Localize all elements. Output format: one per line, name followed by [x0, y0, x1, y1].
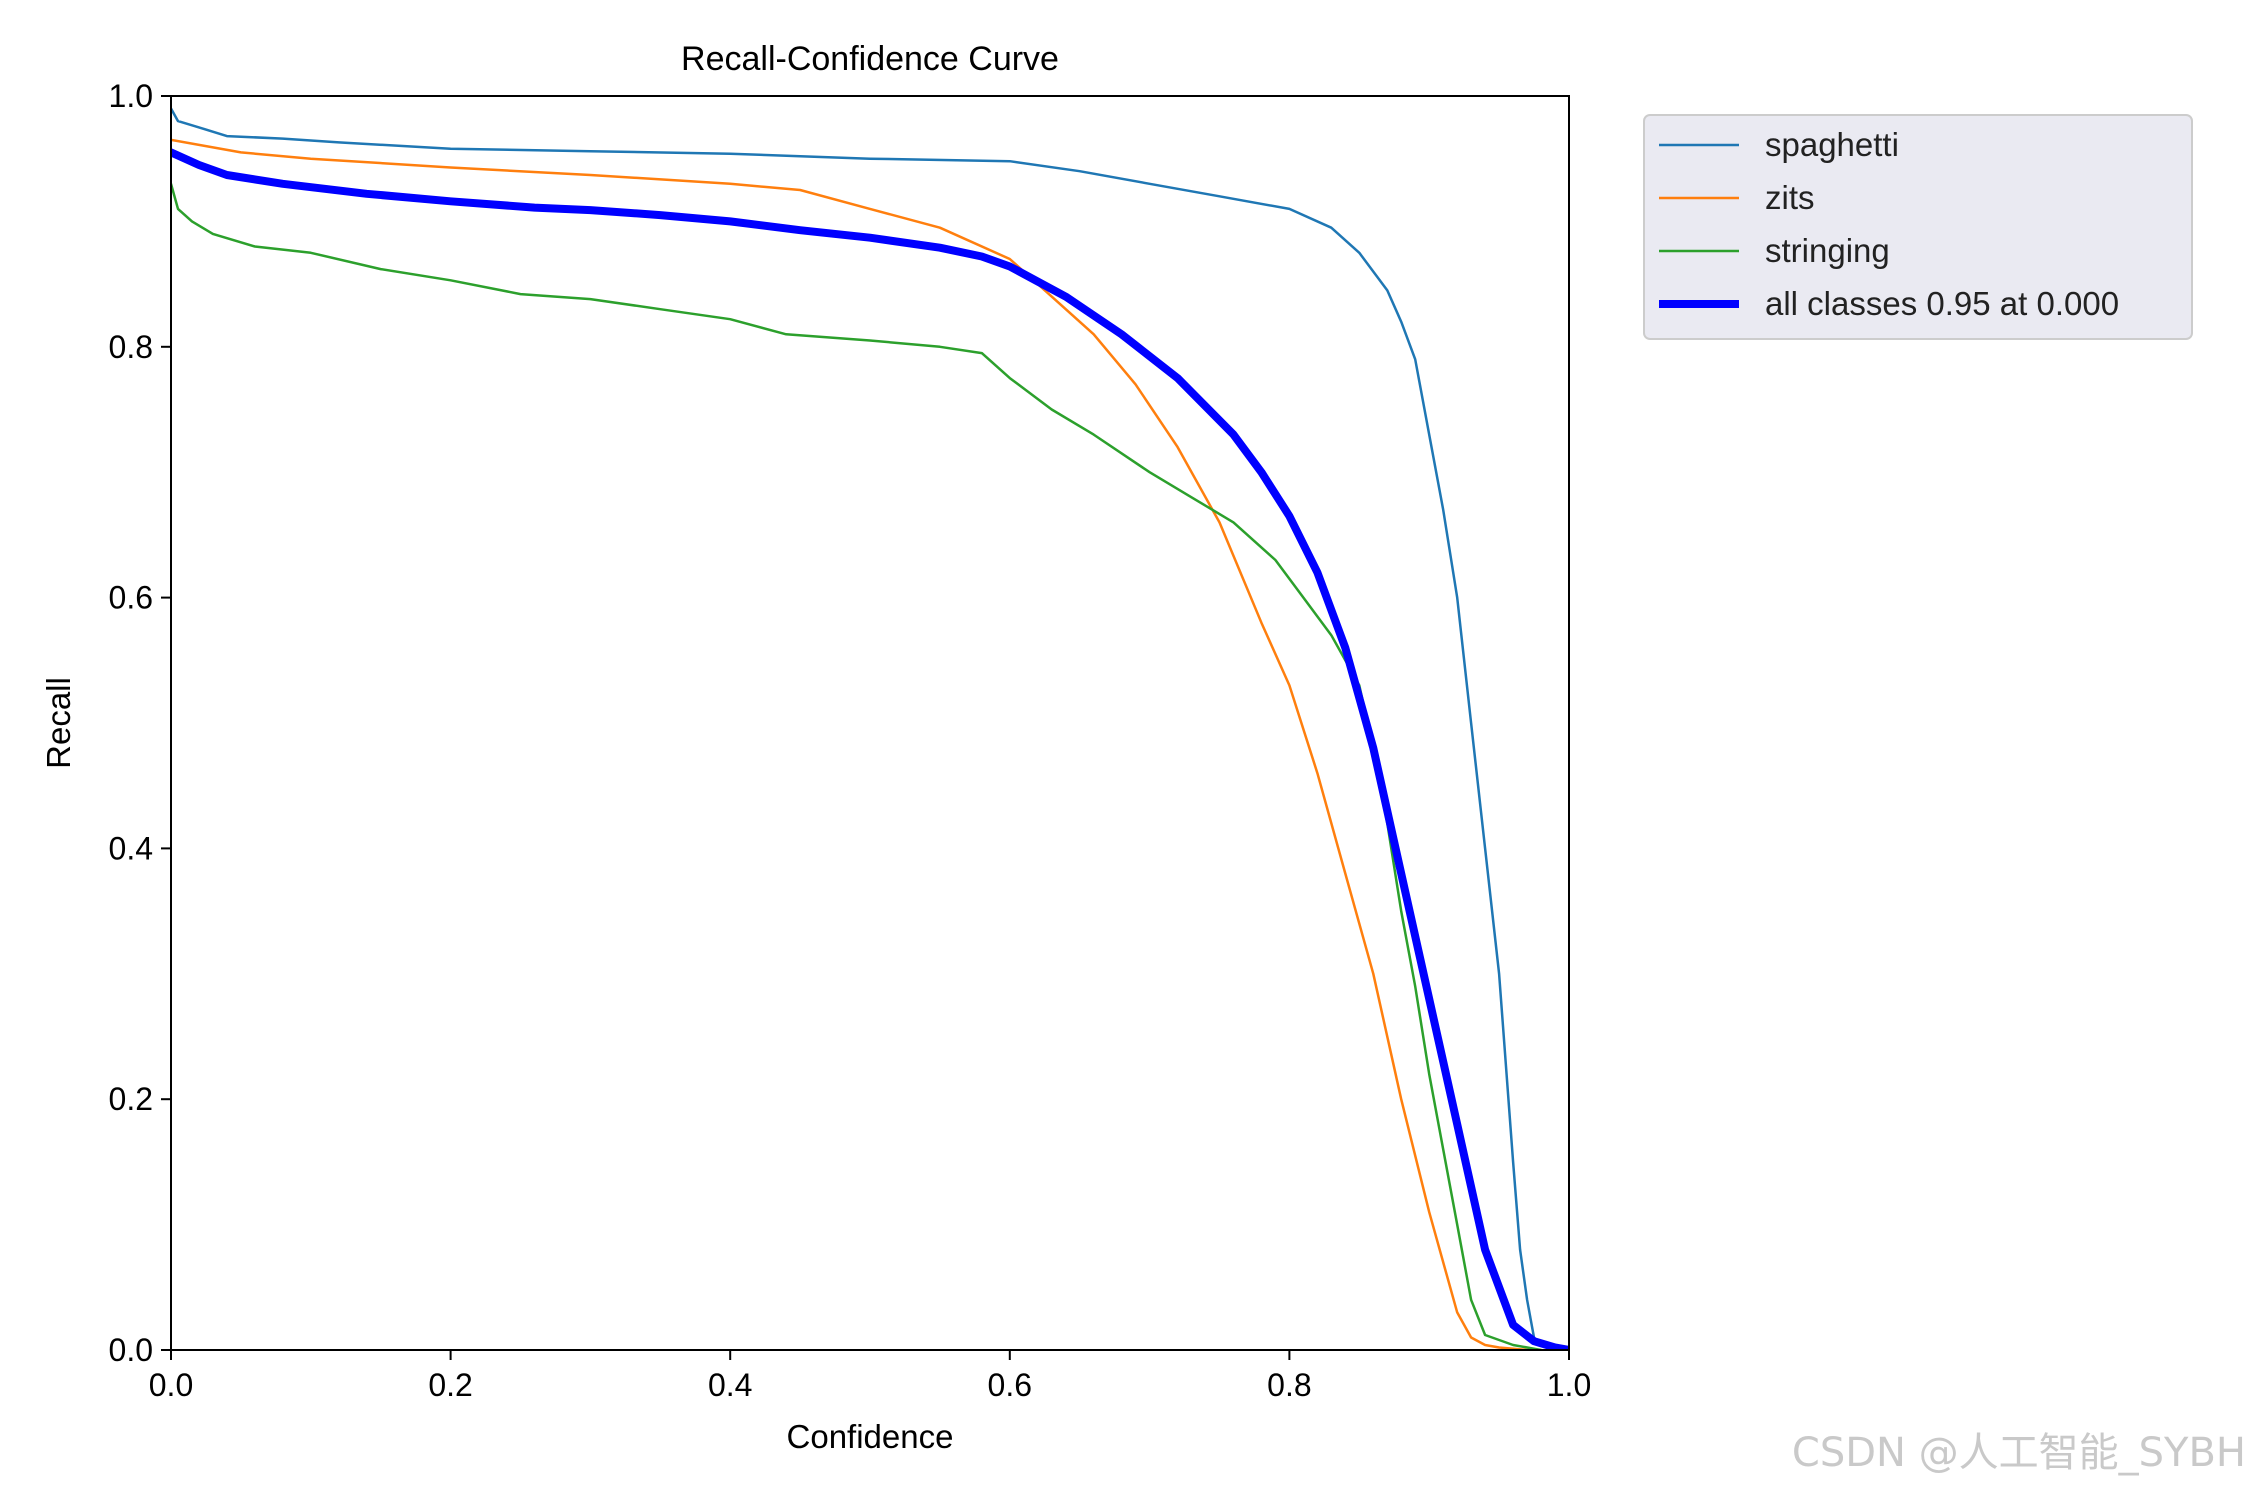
x-axis: 0.0 0.2 0.4 0.6 0.8 1.0	[149, 1350, 1591, 1403]
x-tick-label: 0.8	[1267, 1367, 1311, 1403]
y-axis: 0.0 0.2 0.4 0.6 0.8 1.0	[109, 78, 171, 1368]
x-tick-label: 0.6	[988, 1367, 1032, 1403]
x-tick-label: 0.2	[428, 1367, 472, 1403]
series-line-zits	[171, 138, 1543, 1350]
x-tick-label: 0.4	[708, 1367, 752, 1403]
plot-area-frame	[170, 95, 1570, 1351]
watermark: CSDN @人工智能_SYBH	[1791, 1430, 2246, 1476]
y-axis-label: Recall	[40, 677, 77, 769]
y-tick-label: 0.4	[109, 830, 153, 866]
series-line-stringing	[171, 182, 1543, 1350]
series-line-all	[171, 148, 1569, 1350]
legend-label: all classes 0.95 at 0.000	[1765, 285, 2119, 322]
legend: spaghetti zits stringing all classes 0.95 a…	[1643, 114, 2193, 340]
chart-title: Recall-Confidence Curve	[681, 40, 1059, 78]
legend-label: spaghetti	[1765, 126, 1899, 163]
y-tick-label: 1.0	[109, 78, 153, 114]
legend-box	[1643, 114, 2193, 340]
y-tick-label: 0.8	[109, 329, 153, 365]
legend-label: zits	[1765, 179, 1815, 216]
y-tick-label: 0.0	[109, 1332, 153, 1368]
legend-label: stringing	[1765, 232, 1890, 269]
x-tick-label: 0.0	[149, 1367, 193, 1403]
y-tick-label: 0.6	[109, 580, 153, 616]
y-tick-label: 0.2	[109, 1081, 153, 1117]
x-tick-label: 1.0	[1547, 1367, 1591, 1403]
x-axis-label: Confidence	[787, 1418, 954, 1455]
series-line-spaghetti	[171, 107, 1569, 1350]
